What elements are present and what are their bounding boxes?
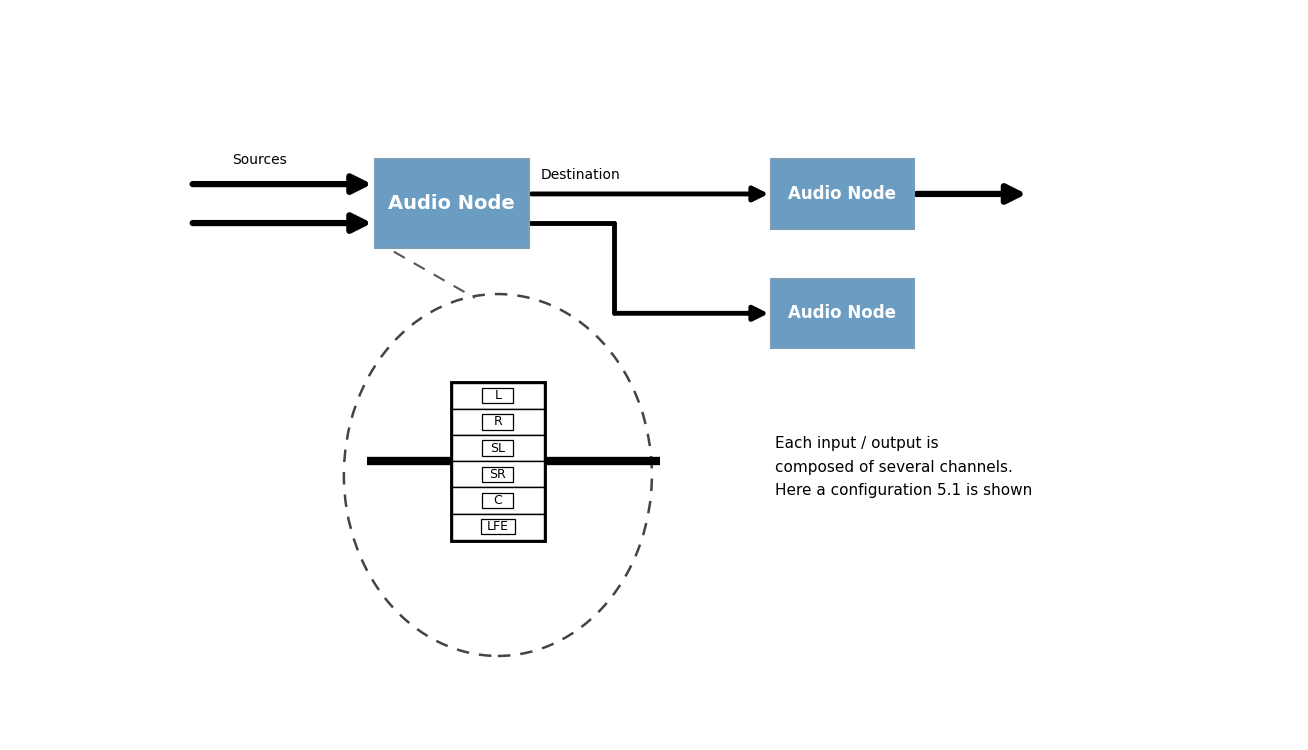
Bar (483, 388, 513, 404)
FancyBboxPatch shape (374, 159, 528, 248)
Text: Audio Node: Audio Node (789, 304, 896, 322)
Bar (481, 519, 515, 534)
Text: SR: SR (489, 468, 506, 481)
Text: Audio Node: Audio Node (388, 194, 515, 213)
Text: Sources: Sources (233, 153, 286, 167)
Text: SL: SL (490, 442, 505, 454)
Text: C: C (493, 494, 502, 507)
Bar (483, 414, 513, 430)
FancyBboxPatch shape (772, 279, 914, 348)
Bar (451, 514, 544, 540)
Bar (451, 461, 544, 488)
Bar (483, 440, 513, 456)
Text: LFE: LFE (487, 520, 509, 533)
Bar (451, 409, 544, 435)
Bar (451, 382, 544, 540)
Text: L: L (494, 389, 501, 402)
Bar (451, 488, 544, 514)
FancyBboxPatch shape (772, 159, 914, 229)
Bar (451, 382, 544, 409)
Text: Each input / output is
composed of several channels.
Here a configuration 5.1 is: Each input / output is composed of sever… (776, 436, 1032, 498)
Text: R: R (493, 416, 502, 428)
Text: Audio Node: Audio Node (789, 185, 896, 203)
Bar (483, 466, 513, 482)
Bar (483, 493, 513, 508)
Bar (451, 435, 544, 461)
Text: Destination: Destination (540, 169, 620, 182)
